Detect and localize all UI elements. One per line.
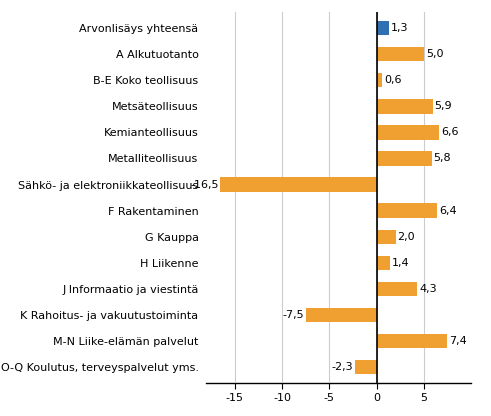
- Text: 6,4: 6,4: [439, 206, 457, 215]
- Text: 2,0: 2,0: [398, 232, 415, 242]
- Bar: [377, 151, 432, 166]
- Bar: [377, 73, 382, 87]
- Text: 5,9: 5,9: [435, 102, 452, 111]
- Text: 0,6: 0,6: [384, 75, 402, 85]
- Bar: [220, 177, 377, 192]
- Text: -7,5: -7,5: [282, 310, 304, 320]
- Bar: [377, 21, 389, 35]
- Bar: [377, 334, 447, 348]
- Text: 1,4: 1,4: [392, 258, 409, 268]
- Text: 6,6: 6,6: [441, 127, 459, 137]
- Bar: [377, 255, 390, 270]
- Bar: [377, 99, 433, 114]
- Bar: [305, 308, 377, 322]
- Bar: [355, 360, 377, 374]
- Text: 4,3: 4,3: [419, 284, 437, 294]
- Text: 5,8: 5,8: [434, 154, 451, 163]
- Bar: [377, 125, 439, 140]
- Bar: [377, 203, 437, 218]
- Text: 1,3: 1,3: [391, 23, 409, 33]
- Bar: [377, 230, 396, 244]
- Text: 5,0: 5,0: [426, 49, 443, 59]
- Text: -2,3: -2,3: [331, 362, 353, 372]
- Text: 7,4: 7,4: [449, 336, 466, 346]
- Text: -16,5: -16,5: [190, 180, 218, 190]
- Bar: [377, 47, 424, 62]
- Bar: [377, 282, 417, 296]
